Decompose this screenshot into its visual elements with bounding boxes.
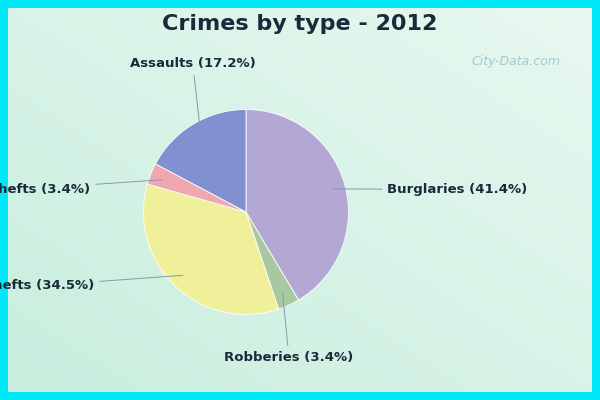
Text: Auto thefts (3.4%): Auto thefts (3.4%): [0, 180, 163, 196]
Wedge shape: [148, 164, 246, 212]
Wedge shape: [143, 184, 278, 314]
Text: City-Data.com: City-Data.com: [472, 56, 560, 68]
Text: Burglaries (41.4%): Burglaries (41.4%): [333, 183, 528, 196]
Text: Robberies (3.4%): Robberies (3.4%): [224, 294, 353, 364]
Wedge shape: [246, 110, 349, 300]
Text: Thefts (34.5%): Thefts (34.5%): [0, 275, 183, 292]
Text: Assaults (17.2%): Assaults (17.2%): [130, 57, 256, 134]
Text: Crimes by type - 2012: Crimes by type - 2012: [163, 14, 437, 34]
Wedge shape: [246, 212, 299, 309]
Wedge shape: [155, 110, 246, 212]
